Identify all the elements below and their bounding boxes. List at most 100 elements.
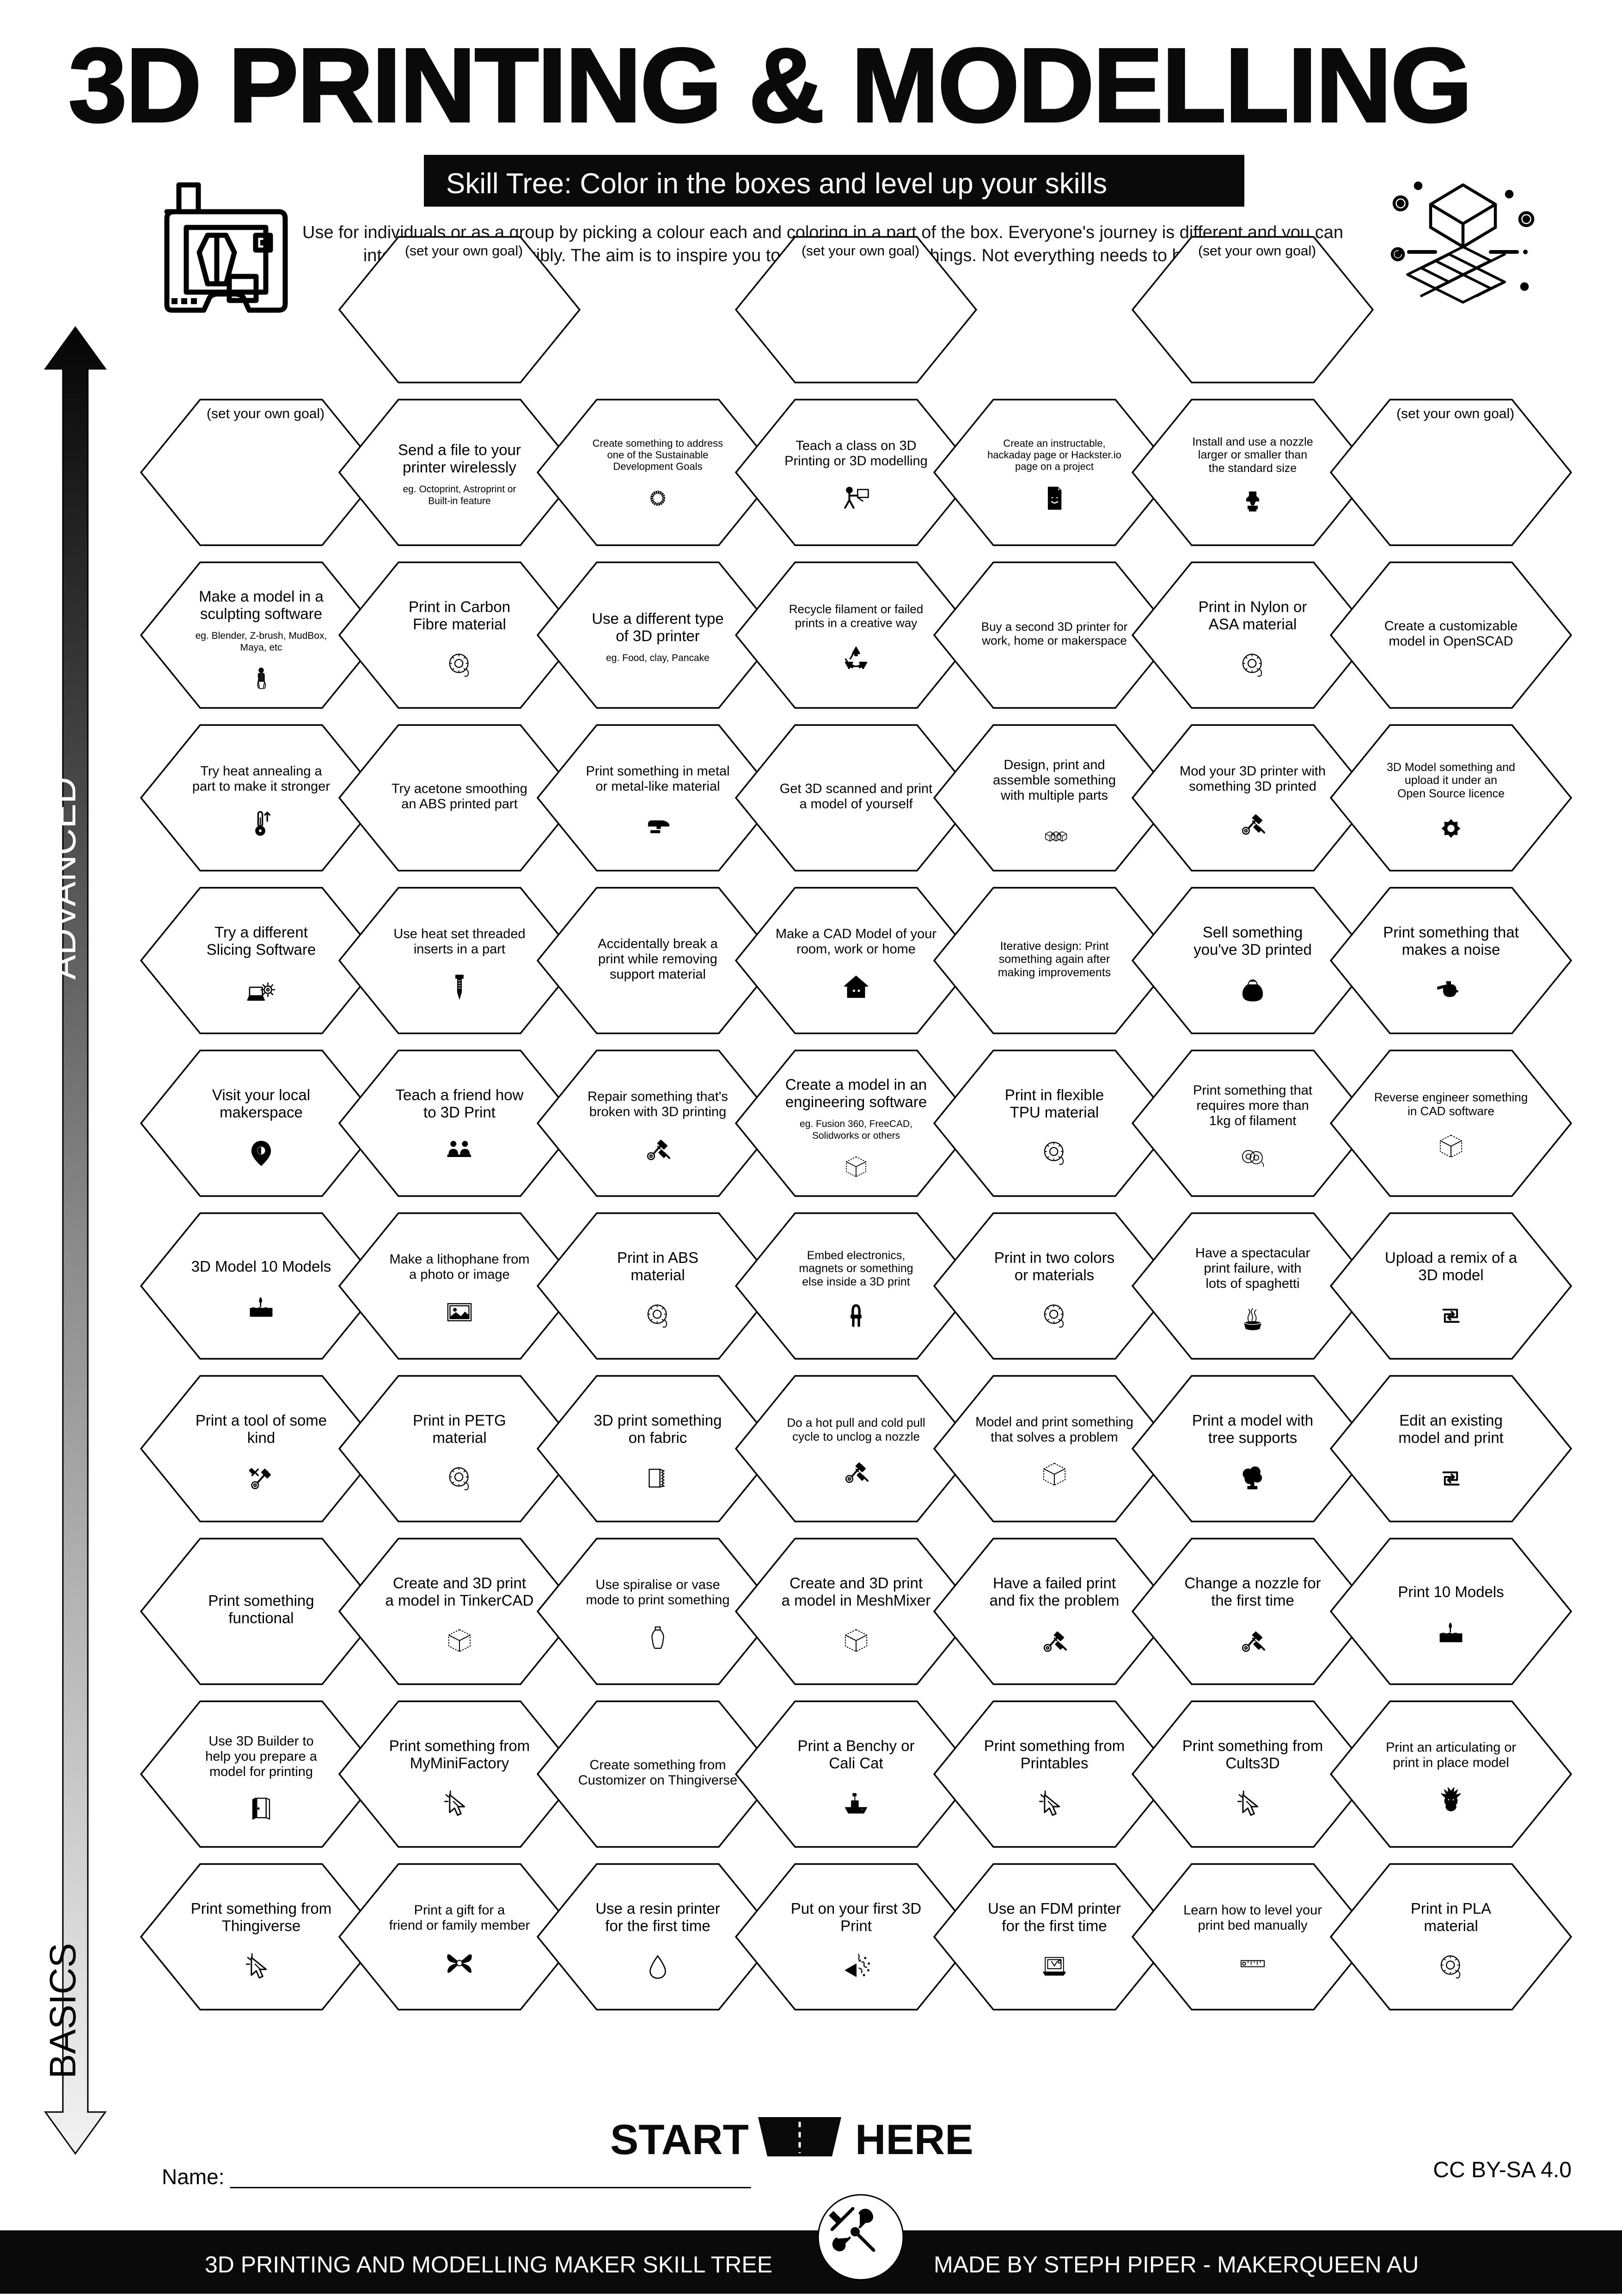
svg-text:Make a model in a: Make a model in a — [199, 588, 324, 605]
svg-text:Create a model in an: Create a model in an — [785, 1076, 927, 1093]
svg-text:one of the Sustainable: one of the Sustainable — [607, 449, 709, 461]
svg-text:Thingiverse: Thingiverse — [222, 1917, 301, 1935]
svg-text:TPU material: TPU material — [1010, 1104, 1099, 1121]
svg-text:Print in ABS: Print in ABS — [617, 1249, 698, 1266]
svg-text:making improvements: making improvements — [998, 966, 1111, 979]
svg-text:and fix the problem: and fix the problem — [990, 1592, 1120, 1609]
svg-text:Mod your 3D printer with: Mod your 3D printer with — [1180, 764, 1326, 779]
svg-text:a model of yourself: a model of yourself — [799, 797, 913, 812]
svg-text:Print a model with: Print a model with — [1192, 1412, 1313, 1429]
svg-text:Print in Nylon or: Print in Nylon or — [1199, 598, 1307, 615]
svg-text:eg. Food, clay, Pancake: eg. Food, clay, Pancake — [606, 653, 710, 663]
svg-text:Solidworks or others: Solidworks or others — [812, 1131, 900, 1141]
svg-text:else inside a 3D print: else inside a 3D print — [802, 1275, 910, 1288]
svg-text:friend or family member: friend or family member — [389, 1918, 530, 1933]
svg-text:makes a noise: makes a noise — [1402, 941, 1500, 958]
svg-text:Make a lithophane from: Make a lithophane from — [389, 1252, 529, 1267]
svg-text:Iterative design: Print: Iterative design: Print — [1000, 940, 1109, 953]
svg-text:Print something that: Print something that — [1383, 924, 1519, 941]
svg-text:Make a CAD Model of your: Make a CAD Model of your — [776, 927, 936, 942]
svg-text:engineering software: engineering software — [785, 1093, 927, 1110]
svg-text:a model in MeshMixer: a model in MeshMixer — [782, 1592, 931, 1609]
svg-text:room, work or home: room, work or home — [796, 942, 916, 957]
svg-text:START: START — [610, 2116, 749, 2163]
svg-text:Print something from: Print something from — [984, 1737, 1125, 1754]
svg-text:Create and 3D print: Create and 3D print — [790, 1574, 923, 1592]
svg-text:print in place model: print in place model — [1393, 1756, 1509, 1770]
svg-text:CC BY-SA 4.0: CC BY-SA 4.0 — [1433, 2158, 1572, 2182]
svg-text:magnets or something: magnets or something — [799, 1262, 913, 1275]
svg-text:Have a failed print: Have a failed print — [993, 1574, 1116, 1592]
svg-text:or metal-like material: or metal-like material — [595, 779, 720, 794]
svg-text:(set your own goal): (set your own goal) — [405, 244, 523, 259]
svg-text:Recycle filament or failed: Recycle filament or failed — [789, 602, 923, 616]
svg-text:Print an articulating or: Print an articulating or — [1386, 1740, 1516, 1755]
svg-text:help you prepare a: help you prepare a — [205, 1749, 318, 1764]
svg-text:Create a customizable: Create a customizable — [1384, 619, 1518, 634]
svg-text:sculpting software: sculpting software — [200, 605, 322, 622]
svg-text:Cults3D: Cults3D — [1225, 1755, 1279, 1772]
svg-text:inserts in a part: inserts in a part — [414, 942, 505, 957]
svg-text:Print in flexible: Print in flexible — [1005, 1086, 1104, 1103]
svg-text:1kg of filament: 1kg of filament — [1209, 1114, 1297, 1128]
svg-text:broken with 3D printing: broken with 3D printing — [589, 1105, 727, 1120]
svg-text:part to make it stronger: part to make it stronger — [192, 779, 331, 794]
svg-text:Print something from: Print something from — [389, 1737, 530, 1754]
svg-text:upload it under an: upload it under an — [1405, 774, 1497, 787]
svg-text:Use heat set threaded: Use heat set threaded — [393, 927, 525, 942]
svg-text:(set your own goal): (set your own goal) — [802, 244, 919, 259]
svg-text:3D Model something and: 3D Model something and — [1387, 761, 1515, 774]
svg-text:something 3D printed: something 3D printed — [1189, 779, 1316, 794]
svg-text:with multiple parts: with multiple parts — [1000, 788, 1108, 803]
svg-text:eg. Blender, Z-brush, MudBox,: eg. Blender, Z-brush, MudBox, — [196, 631, 327, 641]
svg-text:ADVANCED: ADVANCED — [42, 777, 83, 980]
svg-text:eg. Octoprint, Astroprint or: eg. Octoprint, Astroprint or — [403, 484, 516, 495]
svg-text:for the first time: for the first time — [1002, 1917, 1107, 1935]
svg-text:work, home or makerspace: work, home or makerspace — [981, 633, 1127, 647]
svg-text:Try a different: Try a different — [214, 924, 308, 941]
svg-text:printer wirelessly: printer wirelessly — [403, 459, 516, 476]
svg-text:Use a resin printer: Use a resin printer — [595, 1900, 720, 1917]
svg-text:3D PRINTING & MODELLING: 3D PRINTING & MODELLING — [68, 27, 1471, 144]
svg-text:a model in TinkerCAD: a model in TinkerCAD — [386, 1592, 534, 1609]
svg-text:assemble something: assemble something — [993, 773, 1116, 788]
svg-text:Design, print and: Design, print and — [1004, 758, 1105, 772]
svg-text:in CAD software: in CAD software — [1408, 1104, 1494, 1118]
svg-text:mode to print something: mode to print something — [586, 1593, 729, 1608]
svg-text:Try acetone smoothing: Try acetone smoothing — [392, 782, 527, 796]
svg-text:kind: kind — [247, 1429, 275, 1446]
svg-text:Print something: Print something — [208, 1592, 314, 1609]
svg-text:Print: Print — [840, 1917, 872, 1935]
svg-text:Install and use a nozzle: Install and use a nozzle — [1192, 435, 1313, 448]
svg-text:3D model: 3D model — [1418, 1267, 1483, 1284]
svg-text:model for printing: model for printing — [209, 1764, 313, 1779]
svg-text:Print something from: Print something from — [191, 1900, 331, 1917]
svg-text:Put on your first 3D: Put on your first 3D — [791, 1900, 921, 1917]
svg-text:Print in two colors: Print in two colors — [994, 1249, 1114, 1266]
svg-text:the first time: the first time — [1211, 1592, 1294, 1609]
svg-text:Skill Tree: Color in the boxe: Skill Tree: Color in the boxes and level… — [446, 168, 1107, 200]
svg-text:Visit your local: Visit your local — [212, 1086, 310, 1103]
svg-text:Print in Carbon: Print in Carbon — [409, 598, 510, 615]
svg-text:the standard size: the standard size — [1209, 462, 1297, 475]
svg-text:Print in PLA: Print in PLA — [1411, 1900, 1491, 1917]
svg-text:cycle to unclog a nozzle: cycle to unclog a nozzle — [792, 1429, 920, 1443]
svg-text:a photo or image: a photo or image — [409, 1267, 510, 1282]
svg-text:Create an instructable,: Create an instructable, — [1003, 438, 1105, 449]
svg-text:Buy a second 3D printer for: Buy a second 3D printer for — [981, 620, 1128, 634]
svg-text:Built-in feature: Built-in feature — [428, 496, 490, 507]
svg-text:Use a different type: Use a different type — [592, 610, 724, 627]
svg-text:an ABS printed part: an ABS printed part — [401, 797, 518, 812]
svg-text:that solves a problem: that solves a problem — [991, 1430, 1118, 1445]
svg-text:larger or smaller than: larger or smaller than — [1198, 448, 1307, 461]
svg-text:eg. Fusion 360, FreeCAD,: eg. Fusion 360, FreeCAD, — [800, 1119, 912, 1129]
svg-text:page on a project: page on a project — [1015, 461, 1094, 472]
svg-text:to 3D Print: to 3D Print — [423, 1104, 496, 1121]
svg-text:Print a Benchy or: Print a Benchy or — [797, 1737, 914, 1754]
svg-text:Print something from: Print something from — [1182, 1737, 1323, 1754]
svg-text:Print 10 Models: Print 10 Models — [1398, 1583, 1504, 1600]
svg-text:MyMiniFactory: MyMiniFactory — [410, 1755, 509, 1772]
svg-text:Name: ________________________: Name: __________________________________… — [162, 2165, 751, 2189]
svg-text:(set your own goal): (set your own goal) — [207, 406, 324, 422]
svg-text:Try heat annealing a: Try heat annealing a — [200, 764, 322, 779]
